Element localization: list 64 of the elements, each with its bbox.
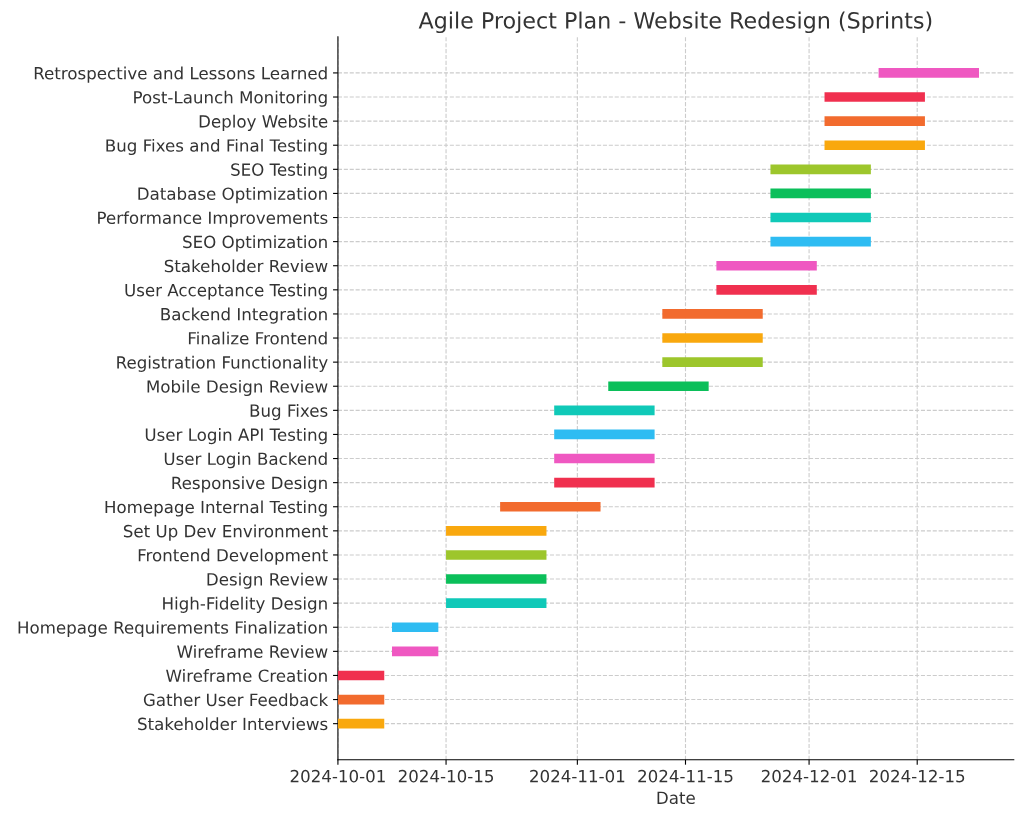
- bar: [500, 501, 601, 512]
- bar: [554, 477, 655, 488]
- x-tick-label: 2024-11-15: [638, 769, 733, 783]
- y-tick-label: Wireframe Review: [177, 645, 328, 658]
- bar: [824, 140, 925, 151]
- y-tick-label: Stakeholder Interviews: [138, 717, 328, 731]
- y-tick-label: Backend Integration: [161, 307, 327, 324]
- bar: [337, 694, 385, 705]
- bar: [662, 333, 763, 343]
- y-tick-label: Design Review: [207, 572, 328, 589]
- bar: [770, 188, 871, 199]
- bar: [391, 646, 439, 657]
- bar: [770, 236, 871, 247]
- bar: [446, 550, 547, 560]
- y-tick-label: User Login Backend: [164, 452, 327, 469]
- y-tick-label: Frontend Development: [138, 548, 328, 565]
- bar: [662, 357, 763, 367]
- y-tick-label: User Login API Testing: [145, 428, 327, 445]
- bar: [554, 429, 655, 440]
- y-tick-label: Stakeholder Review: [164, 259, 328, 273]
- x-tick-label: 2024-10-01: [290, 769, 385, 783]
- y-tick-label: Bug Fixes and Final Testing: [106, 138, 327, 156]
- x-axis-title: Date: [657, 791, 695, 805]
- y-tick-label: Bug Fixes: [250, 404, 328, 421]
- x-tick-label: 2024-11-01: [530, 769, 625, 783]
- x-tick-label: 2024-12-15: [870, 769, 965, 783]
- x-tick-label: 2024-10-15: [398, 769, 494, 783]
- y-tick-label: Post-Launch Monitoring: [134, 90, 327, 107]
- y-tick-label: Gather User Feedback: [143, 693, 329, 707]
- bar: [337, 718, 385, 729]
- bar: [446, 526, 547, 536]
- y-tick-label: Responsive Design: [172, 476, 327, 493]
- bar: [824, 116, 925, 126]
- x-tick-label: 2024-12-01: [761, 769, 856, 783]
- bar: [446, 574, 547, 584]
- y-tick-label: High-Fidelity Design: [163, 596, 327, 613]
- y-tick-label: User Acceptance Testing: [125, 283, 327, 300]
- bar: [662, 309, 763, 319]
- bar: [554, 453, 655, 464]
- y-tick-label: Performance Improvements: [98, 211, 328, 228]
- bar: [337, 670, 385, 681]
- y-tick-label: Finalize Frontend: [188, 331, 327, 345]
- bar: [824, 92, 925, 102]
- bar: [446, 598, 547, 608]
- bar: [554, 405, 655, 416]
- y-tick-label: Set Up Dev Environment: [123, 524, 328, 541]
- y-tick-label: Retrospective and Lessons Learned: [34, 66, 327, 83]
- bar: [878, 68, 979, 78]
- y-tick-label: SEO Testing: [231, 162, 327, 180]
- y-tick-label: Database Optimization: [138, 187, 327, 204]
- y-tick-label: Homepage Requirements Finalization: [18, 620, 327, 638]
- y-tick-label: Wireframe Creation: [166, 669, 327, 683]
- bar: [391, 622, 439, 633]
- y-tick-label: Mobile Design Review: [147, 379, 328, 397]
- y-tick-label: Deploy Website: [199, 114, 328, 131]
- bar: [770, 164, 871, 175]
- chart-title: Agile Project Plan - Website Redesign (Sprints): [418, 11, 932, 34]
- bar: [716, 260, 817, 271]
- y-tick-label: SEO Optimization: [183, 235, 327, 252]
- y-tick-label: Registration Functionality: [117, 355, 328, 372]
- bar: [608, 381, 709, 392]
- y-tick-label: Homepage Internal Testing: [105, 500, 327, 517]
- bar: [770, 212, 871, 223]
- bar: [716, 285, 817, 295]
